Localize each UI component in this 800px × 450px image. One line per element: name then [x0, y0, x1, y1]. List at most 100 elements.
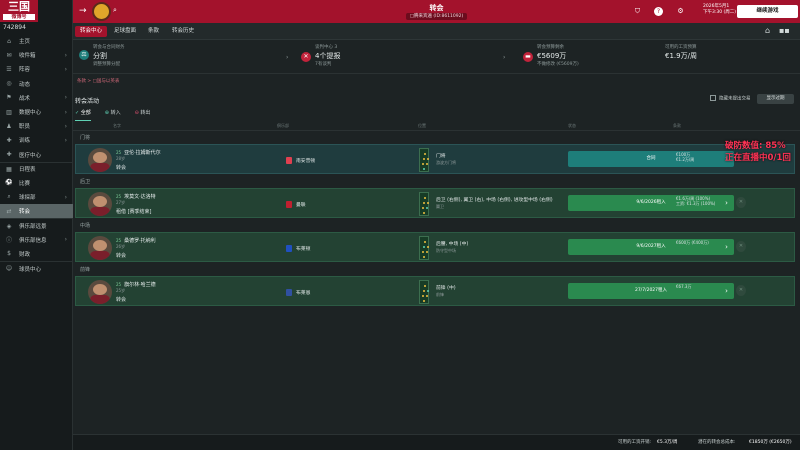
player-name[interactable]: 25 旗尔林·哈兰德: [116, 282, 156, 288]
sidebar-item-staff[interactable]: ♟ 职员 ›: [0, 119, 73, 133]
sidebar-item-data[interactable]: ▥ 数据中心 ›: [0, 105, 73, 119]
chevron-right-icon[interactable]: ›: [725, 287, 728, 295]
club-name[interactable]: 曼联: [286, 201, 306, 208]
chevron-right-icon: ›: [64, 108, 67, 116]
player-avatar[interactable]: [88, 148, 112, 172]
filter-in[interactable]: ⊕ 转入: [104, 110, 121, 116]
deal-status-button[interactable]: 9/6/2026租入: [568, 195, 734, 211]
club-name[interactable]: 布莱恩: [286, 289, 310, 296]
col-club[interactable]: 俱乐部: [277, 123, 289, 128]
chevron-right-icon[interactable]: ›: [725, 155, 728, 163]
player-avatar[interactable]: [88, 280, 112, 304]
club-name[interactable]: 南安普顿: [286, 157, 315, 164]
tab-transfer-centre[interactable]: 转会中心: [75, 26, 108, 37]
chevron-right-icon: ›: [64, 65, 67, 73]
col-terms[interactable]: 条款: [673, 123, 681, 128]
total-cost-value: €1850万 (€2650万): [749, 440, 792, 445]
sidebar-item-calendar[interactable]: ▦ 日程表: [0, 161, 73, 176]
calendar-icon: ▦: [6, 165, 12, 173]
show-expired-button[interactable]: 显示过期: [757, 94, 794, 104]
top-bar: → ⌕ 转会 □腾来宾遍 (ID:8611092) ⛉ ? ⚙ 2026年5月1…: [73, 0, 800, 23]
col-position[interactable]: 位置: [418, 123, 426, 128]
table-row[interactable]: 25 桑德罗·托纳利 26岁 转会 布莱顿 后腰, 中场 (中) 防守型中场 9/6/2027…: [75, 232, 795, 262]
hide-unoffered-checkbox[interactable]: 隐藏未提出交易: [710, 95, 751, 102]
sidebar-item-label: 球探部: [19, 195, 36, 202]
sidebar-item-label: 财政: [19, 251, 31, 258]
table-row[interactable]: 25 亚伦·拉姆斯代尔 28岁 转会 南安普顿 门将 游波方门将 合同 €100万 €1.2万/周…: [75, 144, 795, 174]
sidebar-item-label: 日程表: [19, 167, 36, 174]
sidebar-item-scouting[interactable]: ⌕ 球探部 ›: [0, 190, 73, 204]
page-subtitle: □腾来宾遍 (ID:8611092): [73, 12, 800, 20]
sidebar-item-label: 主页: [19, 39, 31, 46]
tab-clauses[interactable]: 条款: [148, 28, 160, 34]
sidebar-item-inbox[interactable]: ✉ 收件箱 ›: [0, 48, 73, 62]
vision-icon: ◈: [6, 222, 12, 230]
sidebar-item-training[interactable]: ✚ 训练 ›: [0, 133, 73, 147]
sidebar-item-home[interactable]: ⌂ 主页: [0, 34, 73, 48]
tab-football-board[interactable]: 足球盘面: [114, 28, 137, 34]
filter-all[interactable]: ✓ 全部: [75, 109, 91, 121]
chevron-right-icon[interactable]: ›: [725, 243, 728, 251]
activity-filters: ✓ 全部 ⊕ 转入 ⊖ 转出: [75, 109, 150, 121]
club-name[interactable]: 布莱顿: [286, 245, 310, 252]
status-bar: 可用的工资开销: €5.3万/周 潜在的转会总成本: €1850万 (€2650…: [73, 434, 800, 450]
sidebar-item-match[interactable]: ⚽ 比赛: [0, 176, 73, 190]
help-icon[interactable]: ?: [654, 7, 663, 16]
budget-split[interactable]: 转会与合同财务 分割 调整预算分配: [93, 45, 125, 67]
filter-out[interactable]: ⊖ 转出: [134, 110, 151, 116]
close-icon[interactable]: ✕: [736, 285, 746, 296]
close-icon[interactable]: ✕: [736, 197, 746, 208]
player-name[interactable]: 25 桑德罗·托纳利: [116, 238, 156, 244]
sidebar-item-finance[interactable]: $ 财政: [0, 247, 73, 261]
sidebar-item-squad[interactable]: ☰ 阵容 ›: [0, 62, 73, 76]
search-icon[interactable]: ⌕: [113, 6, 117, 14]
deal-status-button[interactable]: 27/7/2027租入: [568, 283, 734, 299]
col-name[interactable]: 名字: [113, 123, 121, 128]
app-logo: 三国 微博号: [0, 0, 38, 22]
position-group-title: 后卫: [80, 179, 91, 185]
player-avatar[interactable]: [88, 236, 112, 260]
back-arrow-icon[interactable]: →: [79, 6, 87, 16]
sidebar-item-label: 收件箱: [19, 53, 36, 60]
sidebar-item-label: 球员中心: [19, 266, 42, 273]
table-row[interactable]: 25 埃莫文·达洛特 27岁 租借 [赛季结束] 曼联 后卫 (右侧), 翼卫 (右), …: [75, 188, 795, 218]
position-group-title: 前锋: [80, 267, 91, 273]
continue-button[interactable]: 继续游戏: [737, 5, 798, 18]
deal-status-button[interactable]: 合同: [568, 151, 734, 167]
deal-status-button[interactable]: 9/6/2027租入: [568, 239, 734, 255]
col-status[interactable]: 状态: [568, 123, 576, 128]
wage-budget[interactable]: 可用的工资预算 €1.9万/周: [665, 45, 697, 60]
inbox-icon: ✉: [6, 51, 12, 59]
sidebar-item-player-hub[interactable]: ☺ 球员中心: [0, 261, 73, 275]
sidebar-item-transfer[interactable]: ⇄ 转会: [0, 204, 73, 219]
sidebar-item-dynamics[interactable]: ◎ 动态: [0, 77, 73, 91]
sidebar-item-medical[interactable]: ✚ 医疗中心: [0, 148, 73, 162]
pitch-position-icon: [419, 148, 429, 172]
tab-transfer-history[interactable]: 转会历史: [172, 28, 195, 34]
table-row[interactable]: 25 旗尔林·哈兰德 25岁 转会 布莱恩 前锋 (中) 前锋 27/7/2027租入 €67.…: [75, 276, 795, 306]
position-group-title: 中场: [80, 223, 91, 229]
chevron-right-icon[interactable]: ›: [286, 54, 289, 61]
tactics-icon: ⚑: [6, 94, 12, 102]
sidebar-item-vision[interactable]: ◈ 俱乐部远景: [0, 218, 73, 232]
negotiations-summary[interactable]: 谈判中心 3 4个提报 7有谈判: [315, 45, 341, 67]
transfer-type: 转会: [116, 297, 127, 303]
chevron-right-icon[interactable]: ›: [503, 54, 506, 61]
player-avatar[interactable]: [88, 192, 112, 216]
column-headers: 名字 俱乐部 位置 状态 条款: [73, 123, 800, 131]
pitch-position-icon: [419, 280, 429, 304]
player-name[interactable]: 25 亚伦·拉姆斯代尔: [116, 150, 161, 156]
club-badge-icon[interactable]: [92, 2, 111, 21]
player-name[interactable]: 25 埃莫文·达洛特: [116, 194, 156, 200]
sidebar-item-label: 阵容: [19, 67, 31, 74]
chevron-right-icon[interactable]: ›: [725, 199, 728, 207]
gear-icon[interactable]: ⚙: [677, 7, 684, 15]
shield-icon[interactable]: ⛉: [634, 7, 641, 15]
sidebar-item-tactics[interactable]: ⚑ 战术 ›: [0, 91, 73, 105]
transfer-budget[interactable]: 转会预算剩余 €5609万 不做修改 (€5609万): [537, 45, 579, 67]
close-icon[interactable]: ✕: [736, 241, 746, 252]
menu-icon[interactable]: ▪▪: [779, 26, 790, 35]
sidebar-item-club-info[interactable]: ⓘ 俱乐部信息 ›: [0, 233, 73, 247]
home-icon[interactable]: ⌂: [765, 26, 771, 35]
breadcrumb[interactable]: 条款 > □国与以英表: [77, 79, 120, 84]
